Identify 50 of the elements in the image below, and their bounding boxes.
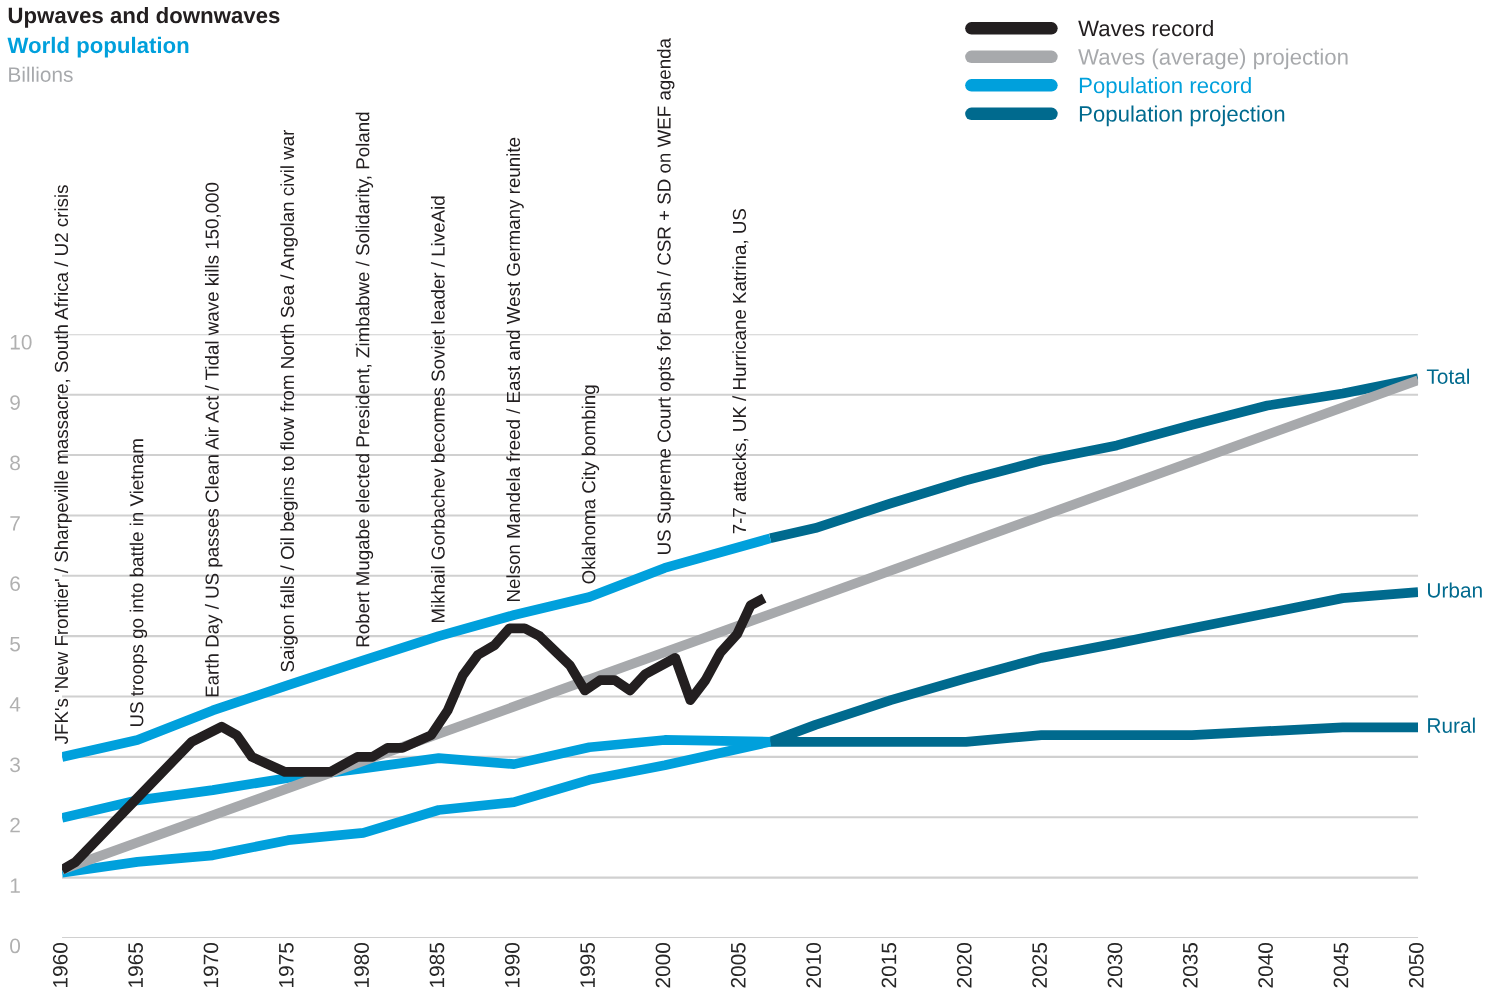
annotation: Earth Day / US passes Clean Air Act / Tidal wave kills 150,000: [204, 182, 223, 697]
x-tick-label: 2015: [881, 943, 897, 988]
annotation: Oklahoma City bombing: [581, 385, 600, 584]
x-tick-label: 2020: [956, 942, 972, 988]
annotation: Nelson Mandela freed / East and West Germany reunite: [506, 137, 524, 601]
y-tick-label: 8: [10, 455, 20, 471]
y-tick-label: 9: [10, 395, 20, 410]
annotation: Saigon falls / Oil begins to flow from North Sea / Angolan civil war: [280, 129, 298, 672]
y-tick-label: 1: [10, 878, 20, 893]
text: Billions: [9, 66, 73, 82]
x-tick-label: 2050: [1408, 942, 1424, 988]
legend-label: Waves record: [1078, 20, 1213, 37]
x-tick-label: 2040: [1258, 942, 1273, 988]
annotation: JFK's 'New Frontier' / Sharpeville massacre, South Africa / U2 crisis: [54, 185, 72, 745]
annotation: Rural: [1428, 717, 1475, 733]
y-tick-label: 6: [10, 576, 20, 592]
legend-label: Waves (average) projection: [1078, 48, 1348, 70]
y-tick-label: 5: [10, 636, 20, 652]
annotation: Mikhail Gorbachev becomes Soviet leader / LiveAid: [430, 196, 445, 623]
x-tick-label: 2000: [655, 942, 671, 988]
y-tick-label: 7: [10, 516, 20, 531]
annotation: 7-7 attacks, UK / Hurricane Katrina, US: [732, 209, 749, 534]
x-tick-label: 1960: [52, 942, 68, 987]
legend-label: Population projection: [1079, 105, 1285, 127]
x-tick-label: 1995: [580, 943, 595, 987]
y-tick-label: 0: [10, 938, 21, 954]
chart-subtitle: World population: [7, 36, 189, 58]
y-tick-label: 4: [9, 697, 21, 712]
x-tick-label: 2045: [1333, 943, 1349, 988]
y-tick-label: 2: [10, 817, 20, 833]
x-tick-label: 1980: [354, 942, 369, 987]
y-tick-label: 10: [10, 334, 32, 350]
x-tick-label: 2025: [1032, 943, 1047, 988]
x-tick-label: 1970: [203, 942, 219, 987]
x-tick-label: 2030: [1107, 942, 1123, 988]
annotation: Total: [1426, 368, 1469, 384]
annotation: US troops go into battle in Vietnam: [129, 439, 148, 727]
annotation: Urban: [1428, 582, 1482, 598]
chart-title: Upwaves and downwaves: [8, 6, 280, 28]
x-tick-label: 2035: [1182, 943, 1198, 988]
x-tick-label: 1990: [504, 942, 520, 987]
x-tick-label: 1965: [128, 943, 143, 987]
y-tick-label: 3: [10, 757, 20, 773]
x-tick-label: 1985: [429, 943, 445, 987]
legend-label: Population record: [1079, 76, 1251, 98]
x-tick-label: 2010: [806, 942, 821, 988]
x-tick-label: 2005: [730, 943, 746, 988]
annotation: Robert Mugabe elected President, Zimbabwe / Solidarity, Poland: [355, 112, 374, 647]
x-tick-label: 1975: [278, 943, 294, 987]
annotation: US Supreme Court opts for Bush / CSR + SD on WEF agenda: [656, 38, 675, 554]
